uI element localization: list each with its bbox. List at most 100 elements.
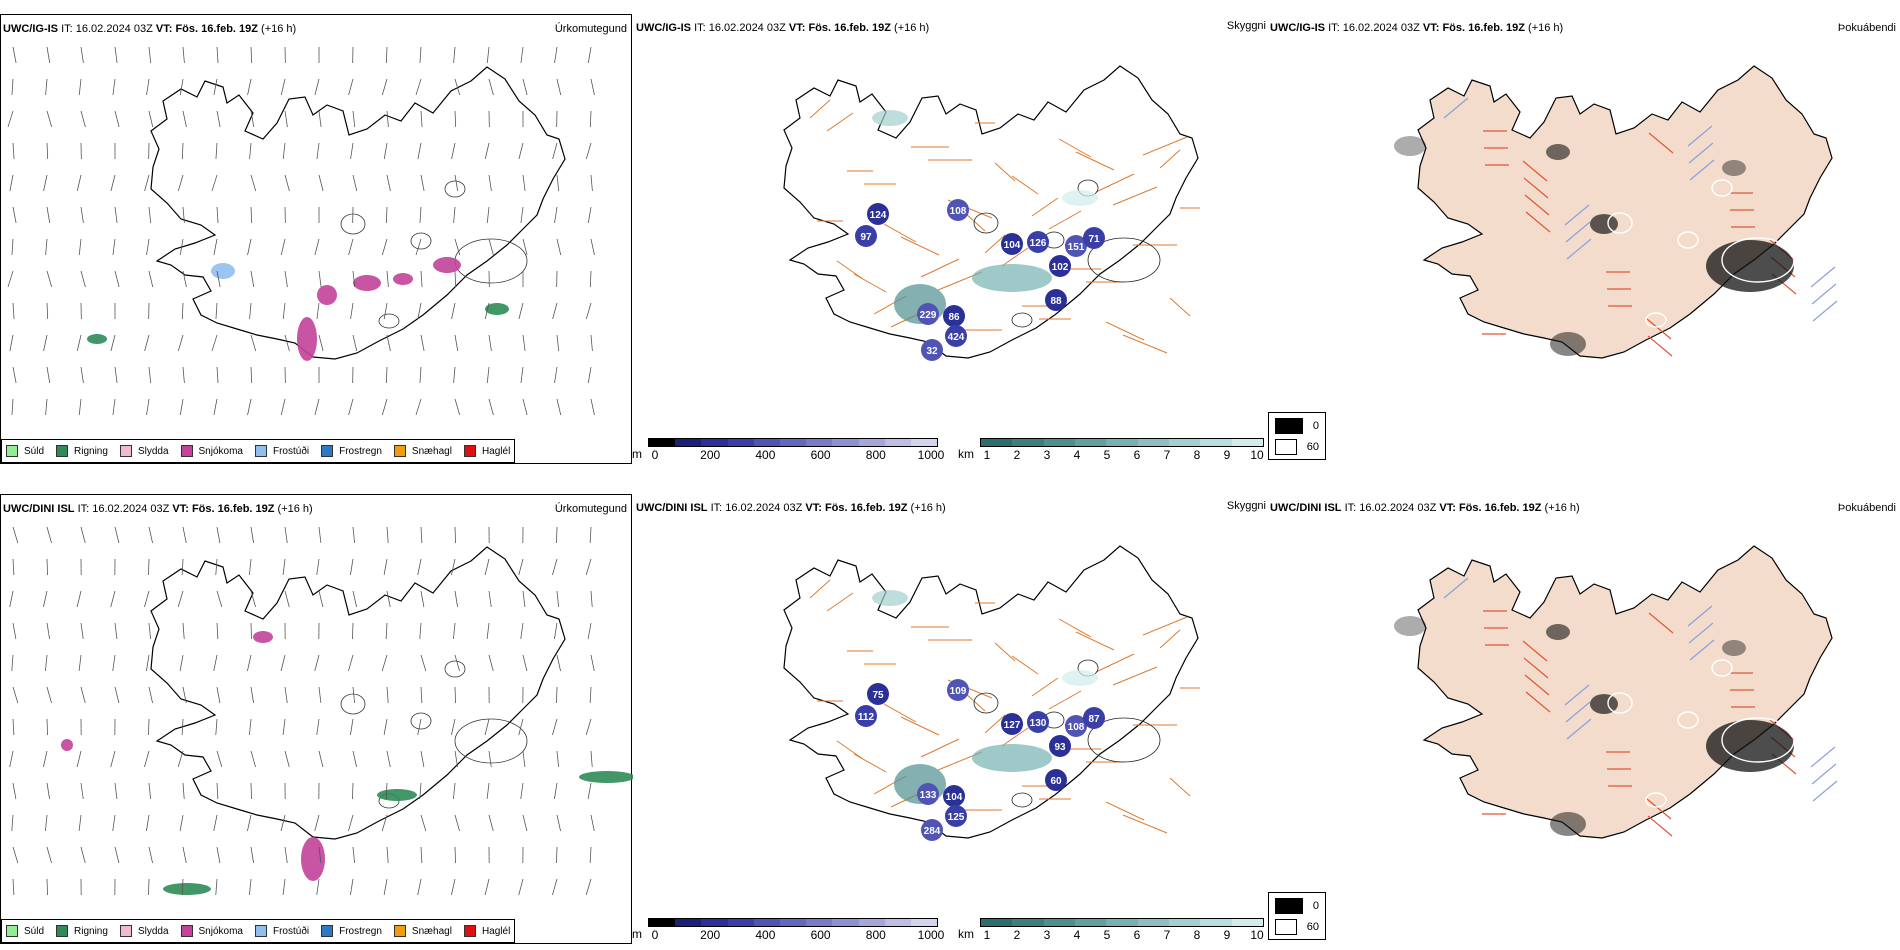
cloud-base-area (855, 225, 877, 247)
cloud-base-label: 151 (1068, 242, 1085, 253)
wind-barb (385, 622, 388, 640)
wind-barb (454, 398, 461, 416)
colorbar-step (1043, 919, 1075, 926)
wind-barb (451, 142, 456, 160)
wind-barb (114, 686, 120, 704)
wind-barb (182, 782, 185, 800)
road (1058, 618, 1092, 638)
colorbar-step (1137, 439, 1169, 446)
cloud-base-area (1001, 713, 1023, 735)
wind-barb (352, 622, 354, 640)
glacier-outline (1721, 717, 1795, 763)
cloud-base-area (867, 683, 889, 705)
legend-swatch (393, 925, 406, 937)
wind-barb (213, 398, 218, 416)
colorbar-step (1074, 439, 1107, 446)
colorbar-step (858, 439, 885, 446)
glacier-outline (444, 180, 466, 198)
wind-barb (383, 558, 388, 576)
wind-barb (420, 686, 423, 704)
wind-barb (556, 526, 558, 544)
road (1058, 138, 1092, 158)
legend-swatch (463, 445, 476, 457)
fog-area (1394, 136, 1426, 156)
precip-type-title: Úrkomutegund (554, 23, 627, 35)
colorbar-step (1106, 919, 1138, 926)
wind-barb (590, 398, 595, 416)
colorbar-tick: 800 (865, 448, 886, 462)
precip-legend: Súld Rigning Slydda Snjókoma Frostúði Frostre… (1, 439, 516, 463)
wind-barb (420, 590, 425, 608)
wind-barb (112, 78, 116, 96)
wind-barb (484, 558, 490, 576)
fog-panel-bottom: UWC/DINI ISL IT: 16.02.2024 03Z VT: Fös.… (1268, 494, 1900, 944)
wind-barb (522, 398, 528, 416)
road (1646, 318, 1672, 340)
coastline (1417, 545, 1833, 839)
colorbar-tick: 10 (1250, 928, 1264, 942)
wind-barb (520, 46, 524, 64)
colorbar-step (753, 439, 780, 446)
river (1687, 605, 1713, 627)
wind-barb (556, 814, 561, 832)
wind-barb (80, 782, 84, 800)
fog-legend-swatch (1275, 439, 1297, 455)
colorbar-step (981, 439, 1013, 446)
road (1031, 677, 1059, 697)
wind-barb (554, 366, 558, 384)
road (826, 112, 854, 132)
wind-barb (520, 782, 524, 800)
glacier-outline (1677, 711, 1699, 729)
cloud-base-label: 32 (926, 346, 938, 357)
wind-barb (182, 206, 185, 224)
wind-barb (419, 46, 422, 64)
wind-barb (148, 46, 152, 64)
wind-barb (7, 110, 14, 128)
fog-area (1722, 160, 1746, 176)
cloud-base-label: 93 (1054, 742, 1066, 753)
wind-barb (9, 174, 14, 192)
wind-barb (522, 334, 526, 352)
wind-barb (247, 654, 252, 672)
wind-barb (318, 750, 324, 768)
wind-barb (451, 878, 456, 896)
colorbar-tick: 6 (1133, 928, 1141, 942)
cloud-base-area (855, 705, 877, 727)
wind-barb (348, 78, 354, 96)
road (836, 260, 864, 280)
legend-item: Snjókoma (180, 445, 243, 457)
wind-barb (182, 270, 187, 288)
wind-barb (451, 558, 456, 576)
wind-barb (348, 814, 354, 832)
wind-barb (556, 78, 562, 96)
legend-swatch (321, 445, 334, 457)
wind-barb (556, 238, 562, 256)
road (920, 738, 960, 758)
colorbar-step (1168, 919, 1201, 926)
road (1011, 175, 1039, 195)
colorbar-tick: 10 (1250, 448, 1264, 462)
wind-barb (352, 750, 357, 768)
wind-barb (386, 110, 389, 128)
wind-barb (590, 654, 595, 672)
river (1443, 577, 1469, 599)
wind-barb (247, 238, 252, 256)
legend-item: Súld (6, 445, 44, 457)
precip-area (297, 317, 317, 361)
visibility-colorbar: 1 2 3 4 5 6 7 8 9 10 km (958, 918, 1264, 944)
precip-type-panel-bottom: UWC/DINI ISL IT: 16.02.2024 03Z VT: Fös.… (0, 494, 633, 944)
wind-barb (280, 238, 286, 256)
legend-swatch (321, 925, 334, 937)
wind-barb (590, 78, 595, 96)
wind-barb (148, 366, 152, 384)
coastline (783, 545, 1199, 839)
wind-barb (522, 654, 528, 672)
road (1525, 211, 1551, 233)
colorbar-step (858, 919, 885, 926)
wind-barb (45, 78, 48, 96)
wind-barb (12, 46, 17, 64)
cloud-base-area (867, 203, 889, 225)
wind-barb (385, 46, 388, 64)
road (853, 273, 887, 293)
cloud-base-area (945, 325, 967, 347)
